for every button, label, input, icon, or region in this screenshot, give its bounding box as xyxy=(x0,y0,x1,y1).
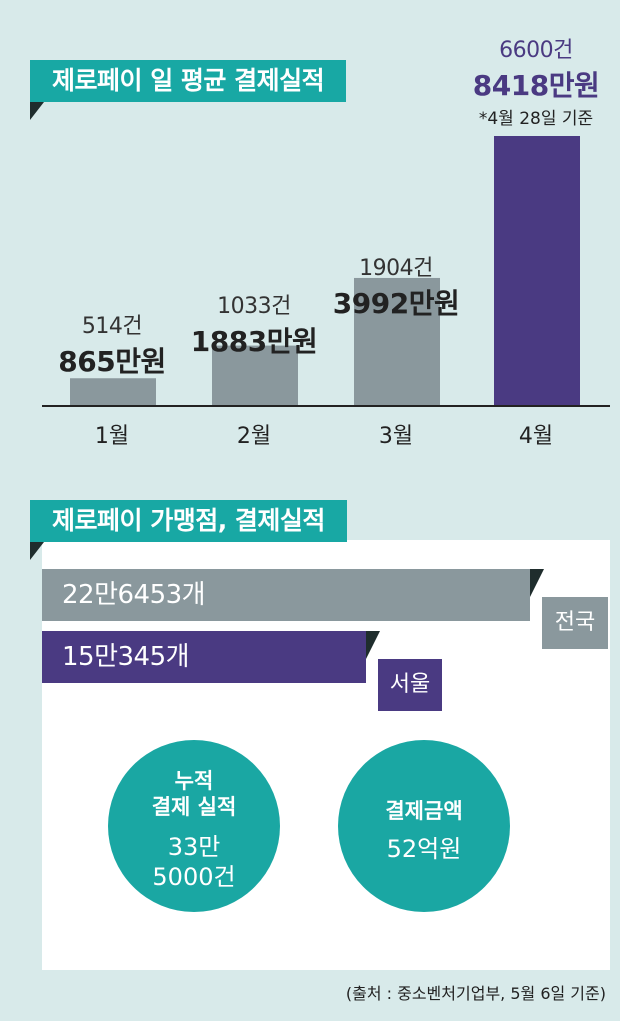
stat-value: 33만 xyxy=(167,833,221,861)
bar-amount-label: 3992만원 xyxy=(332,287,460,320)
bar-amount-label: 865만원 xyxy=(58,345,166,378)
bar-3 xyxy=(354,277,440,406)
bar-label-apr: 6600건 8418만원 *4월 28일 기준 xyxy=(436,32,620,129)
monthly-bar-chart xyxy=(42,136,610,407)
stat-circle-amount: 결제금액 52억원 xyxy=(338,740,510,912)
bar-count-label: 6600건 xyxy=(499,38,573,63)
bar-label-feb: 1033건 1883만원 xyxy=(154,288,354,360)
hbar-fold xyxy=(366,631,380,659)
bar-count-label: 1904건 xyxy=(359,256,433,281)
x-tick-label: 4월 xyxy=(518,424,554,449)
bar-label-mar: 1904건 3992만원 xyxy=(296,250,496,322)
source-note: (출처 : 중소벤처기업부, 5월 6일 기준) xyxy=(345,984,606,1003)
bar-label-jan: 514건 865만원 xyxy=(12,308,212,380)
hbar-category-tag: 서울 xyxy=(378,659,442,711)
stat-title: 결제금액 xyxy=(385,799,463,823)
stat-value: 52억원 xyxy=(386,835,462,863)
label-fold-decoration xyxy=(30,102,44,120)
stat-title: 누적 xyxy=(174,769,214,793)
bar-count-label: 514건 xyxy=(81,314,143,339)
bar-amount-label: 8418만원 xyxy=(472,69,600,102)
bar-1 xyxy=(70,378,156,406)
x-tick-label: 2월 xyxy=(236,424,272,449)
bar-count-label: 1033건 xyxy=(217,294,291,319)
section-title: 제로페이 가맹점, 결제실적 xyxy=(30,500,347,542)
hbar-category-tag: 전국 xyxy=(542,597,608,649)
x-tick-label: 1월 xyxy=(94,424,130,449)
stat-title: 결제 실적 xyxy=(151,795,237,819)
hbar-value-label: 22만6453개 xyxy=(62,580,206,610)
stat-circle-cumulative: 누적 결제 실적 33만 5000건 xyxy=(108,740,280,912)
hbar-fold xyxy=(530,569,544,597)
date-note: *4월 28일 기준 xyxy=(478,109,594,129)
bar-amount-label: 1883만원 xyxy=(190,325,318,358)
hbar-nationwide: 22만6453개 xyxy=(42,569,530,621)
bar-4 xyxy=(494,136,580,406)
label-fold-decoration xyxy=(30,542,44,560)
hbar-value-label: 15만345개 xyxy=(62,642,190,672)
x-tick-label: 3월 xyxy=(378,424,414,449)
stat-value: 5000건 xyxy=(152,863,236,891)
bar-2 xyxy=(212,345,298,406)
chart-title: 제로페이 일 평균 결제실적 xyxy=(30,60,347,102)
hbar-seoul: 15만345개 xyxy=(42,631,366,683)
